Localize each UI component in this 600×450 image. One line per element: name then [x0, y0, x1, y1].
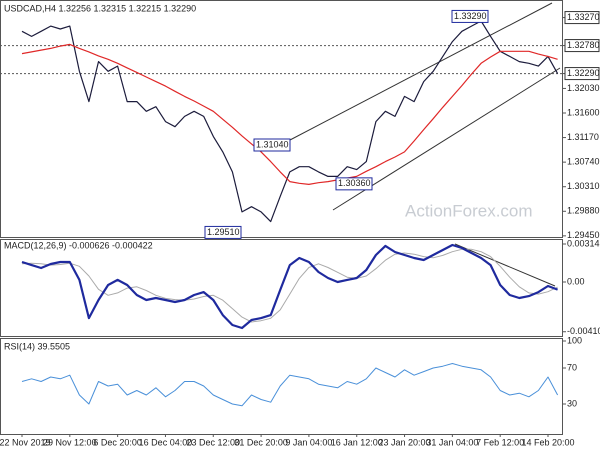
y-tick-label: 1.32030 — [567, 83, 600, 93]
annotation-label: 1.33290 — [454, 11, 487, 21]
price-tag — [564, 39, 600, 53]
annotation-box — [451, 9, 489, 23]
price-tag — [564, 67, 600, 81]
x-tick-label: 23 Dec 12:00 — [186, 437, 240, 447]
annotation-label: 1.30360 — [338, 178, 371, 188]
y-tick-label: 1.30310 — [567, 181, 600, 191]
x-tick-label: 22 Nov 2019 — [0, 437, 51, 447]
panel-title: RSI(14) 39.5505 — [4, 341, 70, 351]
y-tick-label: 0.00 — [567, 276, 585, 286]
series-line — [21, 363, 559, 407]
y-tick-label: 1.29880 — [567, 206, 600, 216]
panel-title: MACD(12,26,9) -0.000626 -0.000422 — [4, 240, 153, 250]
annotation-box — [204, 225, 242, 239]
x-tick-label: 29 Nov 12:00 — [43, 437, 97, 447]
watermark: ActionForex.com — [405, 201, 533, 220]
price-tag — [564, 11, 600, 25]
panel-title: USDCAD,H4 1.32256 1.32315 1.32215 1.3229… — [4, 3, 196, 13]
x-tick-label: 31 Dec 20:00 — [234, 437, 288, 447]
annotation-box — [253, 138, 291, 152]
y-tick-label: 1.32780 — [567, 40, 600, 50]
series-line — [21, 43, 558, 185]
y-tick-label: 1.29450 — [567, 230, 600, 240]
x-tick-label: 16 Jan 12:00 — [331, 437, 383, 447]
y-tick-label: -0.004108 — [567, 326, 600, 336]
y-tick-label: 70 — [567, 362, 577, 372]
y-tick-label: 1.31600 — [567, 107, 600, 117]
y-tick-label: 1.30740 — [567, 157, 600, 167]
x-tick-label: 7 Feb 12:00 — [476, 437, 524, 447]
y-tick-label: 0.00314 — [567, 238, 600, 248]
series-line — [21, 243, 558, 330]
x-tick-label: 16 Dec 04:00 — [139, 437, 193, 447]
series-line — [21, 20, 559, 223]
annotation-box — [335, 177, 373, 191]
channel-upper — [289, 2, 553, 141]
y-tick-label: 1.32290 — [567, 68, 600, 78]
y-tick-label: 100 — [567, 335, 582, 345]
x-tick-label: 23 Jan 20:00 — [379, 437, 431, 447]
price-panel — [0, 0, 563, 238]
x-tick-label: 31 Jan 04:00 — [426, 437, 478, 447]
annotation-label: 1.29510 — [207, 227, 240, 237]
y-tick-label: 1.31170 — [567, 132, 599, 142]
x-tick-label: 14 Feb 20:00 — [521, 437, 574, 447]
x-tick-label: 6 Dec 20:00 — [93, 437, 142, 447]
annotation-label: 1.31040 — [256, 139, 289, 149]
macd-trendline — [454, 243, 556, 287]
y-tick-label: 1.33270 — [567, 12, 600, 22]
x-tick-label: 9 Jan 04:00 — [285, 437, 332, 447]
series-line — [21, 248, 558, 323]
y-tick-label: 30 — [567, 398, 577, 408]
rsi-panel — [0, 338, 563, 435]
